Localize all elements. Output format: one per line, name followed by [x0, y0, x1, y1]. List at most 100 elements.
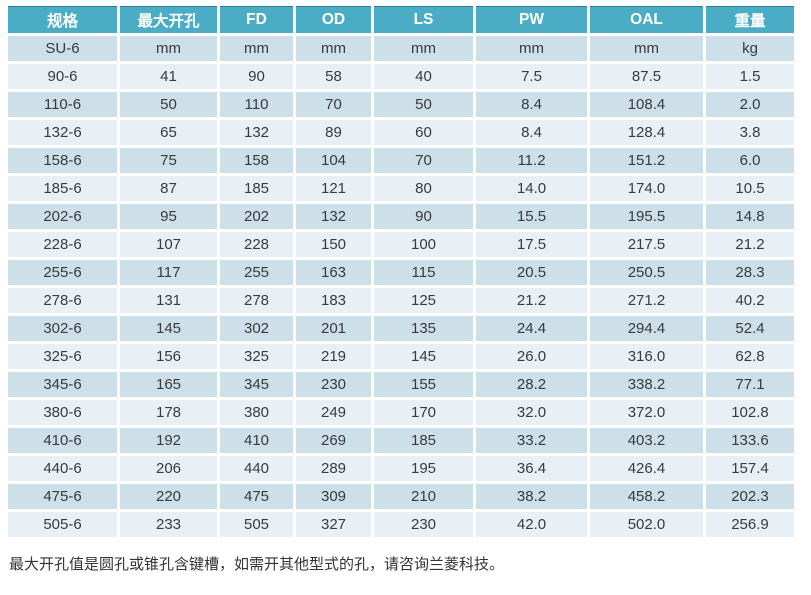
cell: 219: [296, 344, 371, 369]
cell: 155: [374, 372, 473, 397]
cell: 131: [120, 288, 217, 313]
column-header: FD: [220, 6, 293, 33]
cell: 440-6: [8, 456, 117, 481]
cell: 170: [374, 400, 473, 425]
cell: 440: [220, 456, 293, 481]
column-header: 规格: [8, 6, 117, 33]
table-row: 110-6 50 110 70 50 8.4 108.4 2.0: [8, 92, 794, 117]
column-header: OAL: [590, 6, 703, 33]
cell: 289: [296, 456, 371, 481]
table-row: 302-6 145 302 201 135 24.4 294.4 52.4: [8, 316, 794, 341]
cell: mm: [120, 36, 217, 61]
cell: 28.2: [476, 372, 587, 397]
table-row: 475-6 220 475 309 210 38.2 458.2 202.3: [8, 484, 794, 509]
cell: mm: [374, 36, 473, 61]
cell: 502.0: [590, 512, 703, 537]
cell: 178: [120, 400, 217, 425]
cell: 269: [296, 428, 371, 453]
cell: mm: [296, 36, 371, 61]
cell: 410-6: [8, 428, 117, 453]
cell: 110-6: [8, 92, 117, 117]
cell: 132: [220, 120, 293, 145]
table-row: 345-6 165 345 230 155 28.2 338.2 77.1: [8, 372, 794, 397]
column-header: 重量: [706, 6, 794, 33]
cell: 233: [120, 512, 217, 537]
column-header: OD: [296, 6, 371, 33]
table-row: 228-6 107 228 150 100 17.5 217.5 21.2: [8, 232, 794, 257]
cell: 14.0: [476, 176, 587, 201]
cell: 108.4: [590, 92, 703, 117]
cell: 255-6: [8, 260, 117, 285]
cell: 75: [120, 148, 217, 173]
cell: 132: [296, 204, 371, 229]
column-header: LS: [374, 6, 473, 33]
cell: 163: [296, 260, 371, 285]
unit-row: SU-6 mm mm mm mm mm mm kg: [8, 36, 794, 61]
cell: 7.5: [476, 64, 587, 89]
cell: 10.5: [706, 176, 794, 201]
table-row: 185-6 87 185 121 80 14.0 174.0 10.5: [8, 176, 794, 201]
cell: 121: [296, 176, 371, 201]
cell: 8.4: [476, 120, 587, 145]
table-row: 325-6 156 325 219 145 26.0 316.0 62.8: [8, 344, 794, 369]
column-header: PW: [476, 6, 587, 33]
cell: 505: [220, 512, 293, 537]
cell: 100: [374, 232, 473, 257]
cell: 230: [296, 372, 371, 397]
cell: 87: [120, 176, 217, 201]
cell: 87.5: [590, 64, 703, 89]
cell: 278-6: [8, 288, 117, 313]
cell: 426.4: [590, 456, 703, 481]
cell: 132-6: [8, 120, 117, 145]
cell: 380-6: [8, 400, 117, 425]
cell: 70: [296, 92, 371, 117]
cell: 271.2: [590, 288, 703, 313]
cell: 158: [220, 148, 293, 173]
cell: 40: [374, 64, 473, 89]
cell: 372.0: [590, 400, 703, 425]
cell: 41: [120, 64, 217, 89]
header-row: 规格 最大开孔 FD OD LS PW OAL 重量: [8, 6, 794, 33]
cell: 185-6: [8, 176, 117, 201]
cell: 89: [296, 120, 371, 145]
cell: 294.4: [590, 316, 703, 341]
cell: 174.0: [590, 176, 703, 201]
cell: 117: [120, 260, 217, 285]
cell: 6.0: [706, 148, 794, 173]
table-row: 380-6 178 380 249 170 32.0 372.0 102.8: [8, 400, 794, 425]
cell: 115: [374, 260, 473, 285]
cell: 110: [220, 92, 293, 117]
column-header: 最大开孔: [120, 6, 217, 33]
cell: 102.8: [706, 400, 794, 425]
cell: mm: [590, 36, 703, 61]
cell: 202.3: [706, 484, 794, 509]
cell: 90: [374, 204, 473, 229]
cell: 458.2: [590, 484, 703, 509]
cell: 316.0: [590, 344, 703, 369]
cell: 150: [296, 232, 371, 257]
cell: 151.2: [590, 148, 703, 173]
cell: 505-6: [8, 512, 117, 537]
cell: 145: [374, 344, 473, 369]
cell: 217.5: [590, 232, 703, 257]
cell: 21.2: [706, 232, 794, 257]
cell: 249: [296, 400, 371, 425]
cell: 403.2: [590, 428, 703, 453]
cell: 302: [220, 316, 293, 341]
cell: 475-6: [8, 484, 117, 509]
cell: 278: [220, 288, 293, 313]
cell: 42.0: [476, 512, 587, 537]
table-row: 132-6 65 132 89 60 8.4 128.4 3.8: [8, 120, 794, 145]
table-row: 255-6 117 255 163 115 20.5 250.5 28.3: [8, 260, 794, 285]
footer-note: 最大开孔值是圆孔或锥孔含键槽，如需开其他型式的孔，请咨询兰菱科技。: [9, 557, 505, 573]
cell: 11.2: [476, 148, 587, 173]
table-row: 158-6 75 158 104 70 11.2 151.2 6.0: [8, 148, 794, 173]
cell: 17.5: [476, 232, 587, 257]
cell: 345-6: [8, 372, 117, 397]
cell: 58: [296, 64, 371, 89]
cell: 36.4: [476, 456, 587, 481]
cell: 60: [374, 120, 473, 145]
cell: 33.2: [476, 428, 587, 453]
cell: 156: [120, 344, 217, 369]
cell: 345: [220, 372, 293, 397]
